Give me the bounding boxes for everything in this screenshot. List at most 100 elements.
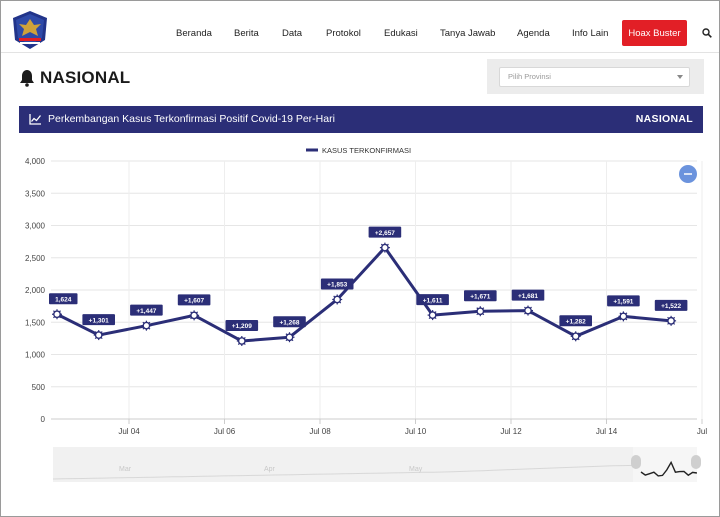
data-point-2[interactable]: +1,447 — [130, 304, 163, 331]
y-tick-label: 500 — [32, 383, 46, 392]
daily-cases-chart: 0 500 1,000 1,500 2,000 2,500 3,000 3,500 4,000 J… — [25, 146, 707, 482]
page-title: NASIONAL — [40, 68, 131, 87]
nav-item-agenda[interactable]: Agenda — [517, 28, 550, 39]
nav-item-info-lain[interactable]: Info Lain — [572, 28, 609, 39]
data-point-6[interactable]: +1,853 — [320, 278, 354, 305]
data-label-box — [320, 278, 354, 290]
data-point-13[interactable]: +1,522 — [654, 299, 688, 326]
data-label: +1,522 — [661, 303, 681, 310]
virus-icon — [428, 311, 437, 319]
x-tick-label: Jul 08 — [309, 427, 331, 436]
data-label: +1,611 — [423, 297, 443, 304]
hoax-buster-label: Hoax Buster — [628, 27, 681, 39]
virus-icon — [237, 337, 246, 345]
data-label: +1,209 — [232, 323, 252, 330]
chart-panel-title: Perkembangan Kasus Terkonfirmasi Positif… — [48, 113, 335, 125]
navigator-series — [52, 464, 634, 480]
virus-icon — [476, 307, 485, 316]
virus-icon — [571, 332, 580, 341]
virus-icon — [190, 311, 199, 320]
data-label-box — [368, 226, 402, 238]
y-tick-label: 2,500 — [25, 254, 46, 263]
x-tick-label: Jul 12 — [500, 427, 522, 436]
virus-icon — [524, 306, 532, 315]
data-point-3[interactable]: +1,607 — [177, 294, 211, 321]
page-title-row: NASIONAL — [19, 67, 130, 89]
y-tick-label: 4,000 — [25, 157, 46, 166]
data-label: 1,624 — [55, 296, 72, 303]
y-tick-label: 0 — [41, 415, 46, 424]
site-header: Beranda Berita Data Protokol Edukasi Tan… — [1, 1, 719, 53]
hoax-buster-button[interactable]: Hoax Buster — [622, 20, 687, 46]
data-label: +1,301 — [89, 317, 109, 324]
chart-panel-scope: NASIONAL — [635, 113, 693, 125]
x-tick-label: Jul 14 — [596, 427, 618, 436]
y-tick-label: 1,500 — [25, 318, 46, 327]
data-label-box — [130, 304, 163, 316]
data-label-box — [654, 299, 688, 311]
virus-icon — [142, 321, 151, 330]
virus-icon — [380, 243, 389, 252]
data-point-1[interactable]: +1,301 — [82, 314, 115, 341]
navigator-handle-right[interactable] — [691, 455, 701, 469]
y-tick-label: 1,000 — [25, 351, 46, 360]
province-select[interactable]: Pilih Provinsi — [499, 67, 690, 87]
covid-task-force-logo-icon[interactable] — [11, 10, 49, 50]
data-label-box — [273, 316, 306, 328]
data-point-8[interactable]: +1,611 — [416, 294, 449, 321]
x-tick-label: Jul 04 — [118, 427, 140, 436]
data-label-box — [464, 290, 497, 302]
data-label: +2,657 — [375, 230, 395, 237]
data-point-5[interactable]: +1,268 — [273, 316, 306, 343]
data-label-box — [82, 314, 115, 326]
nav-item-tanya-jawab[interactable]: Tanya Jawab — [440, 28, 496, 39]
y-tick-label: 3,000 — [25, 222, 46, 231]
data-label: +1,282 — [566, 319, 586, 326]
nav-item-edukasi[interactable]: Edukasi — [384, 28, 418, 39]
line-chart-icon — [29, 114, 42, 125]
zoom-out-button[interactable] — [679, 165, 697, 183]
chart-panel-header: Perkembangan Kasus Terkonfirmasi Positif… — [19, 106, 703, 133]
navigator-label: May — [409, 466, 423, 473]
virus-icon — [285, 333, 294, 342]
series-line-kasus-terkonfirmasi — [56, 246, 672, 343]
data-point-9[interactable]: +1,671 — [464, 290, 497, 317]
nav-item-berita[interactable]: Berita — [234, 28, 259, 39]
data-label-box — [559, 315, 592, 327]
x-tick-label: Jul 10 — [405, 427, 427, 436]
virus-icon — [667, 316, 675, 325]
legend-label[interactable]: KASUS TERKONFIRMASI — [322, 146, 411, 155]
data-label-box — [225, 320, 259, 332]
x-tick-label: Jul — [697, 427, 707, 436]
data-point-11[interactable]: +1,282 — [559, 315, 592, 342]
data-point-12[interactable]: +1,591 — [607, 295, 640, 322]
data-label: +1,591 — [613, 299, 633, 306]
data-label: +1,268 — [279, 319, 299, 326]
navigator-unselected — [53, 447, 633, 482]
data-label: +1,607 — [184, 298, 204, 305]
nav-item-beranda[interactable]: Beranda — [176, 28, 212, 39]
bell-icon — [20, 70, 34, 87]
data-label-box — [49, 293, 78, 305]
province-placeholder: Pilih Provinsi — [508, 72, 551, 81]
nav-item-protokol[interactable]: Protokol — [326, 28, 361, 39]
data-label-box — [607, 295, 640, 307]
data-point-4[interactable]: +1,209 — [225, 320, 259, 347]
data-label: +1,853 — [327, 282, 347, 289]
navigator-label: Mar — [119, 466, 132, 473]
search-icon[interactable] — [702, 28, 712, 38]
data-label: +1,671 — [470, 293, 490, 300]
data-point-0[interactable]: 1,624 — [49, 293, 78, 320]
chevron-down-icon — [677, 75, 683, 79]
nav-item-data[interactable]: Data — [282, 28, 303, 39]
navigator-handle-left[interactable] — [631, 455, 641, 469]
data-label: +1,681 — [518, 293, 538, 300]
navigator-label: Apr — [264, 466, 276, 473]
navigator-selected-series — [640, 460, 697, 477]
data-label-box — [416, 294, 449, 306]
virus-icon — [619, 312, 628, 321]
data-point-10[interactable]: +1,681 — [511, 289, 545, 316]
data-label-box — [177, 294, 211, 306]
data-point-7[interactable]: +2,657 — [368, 226, 402, 253]
